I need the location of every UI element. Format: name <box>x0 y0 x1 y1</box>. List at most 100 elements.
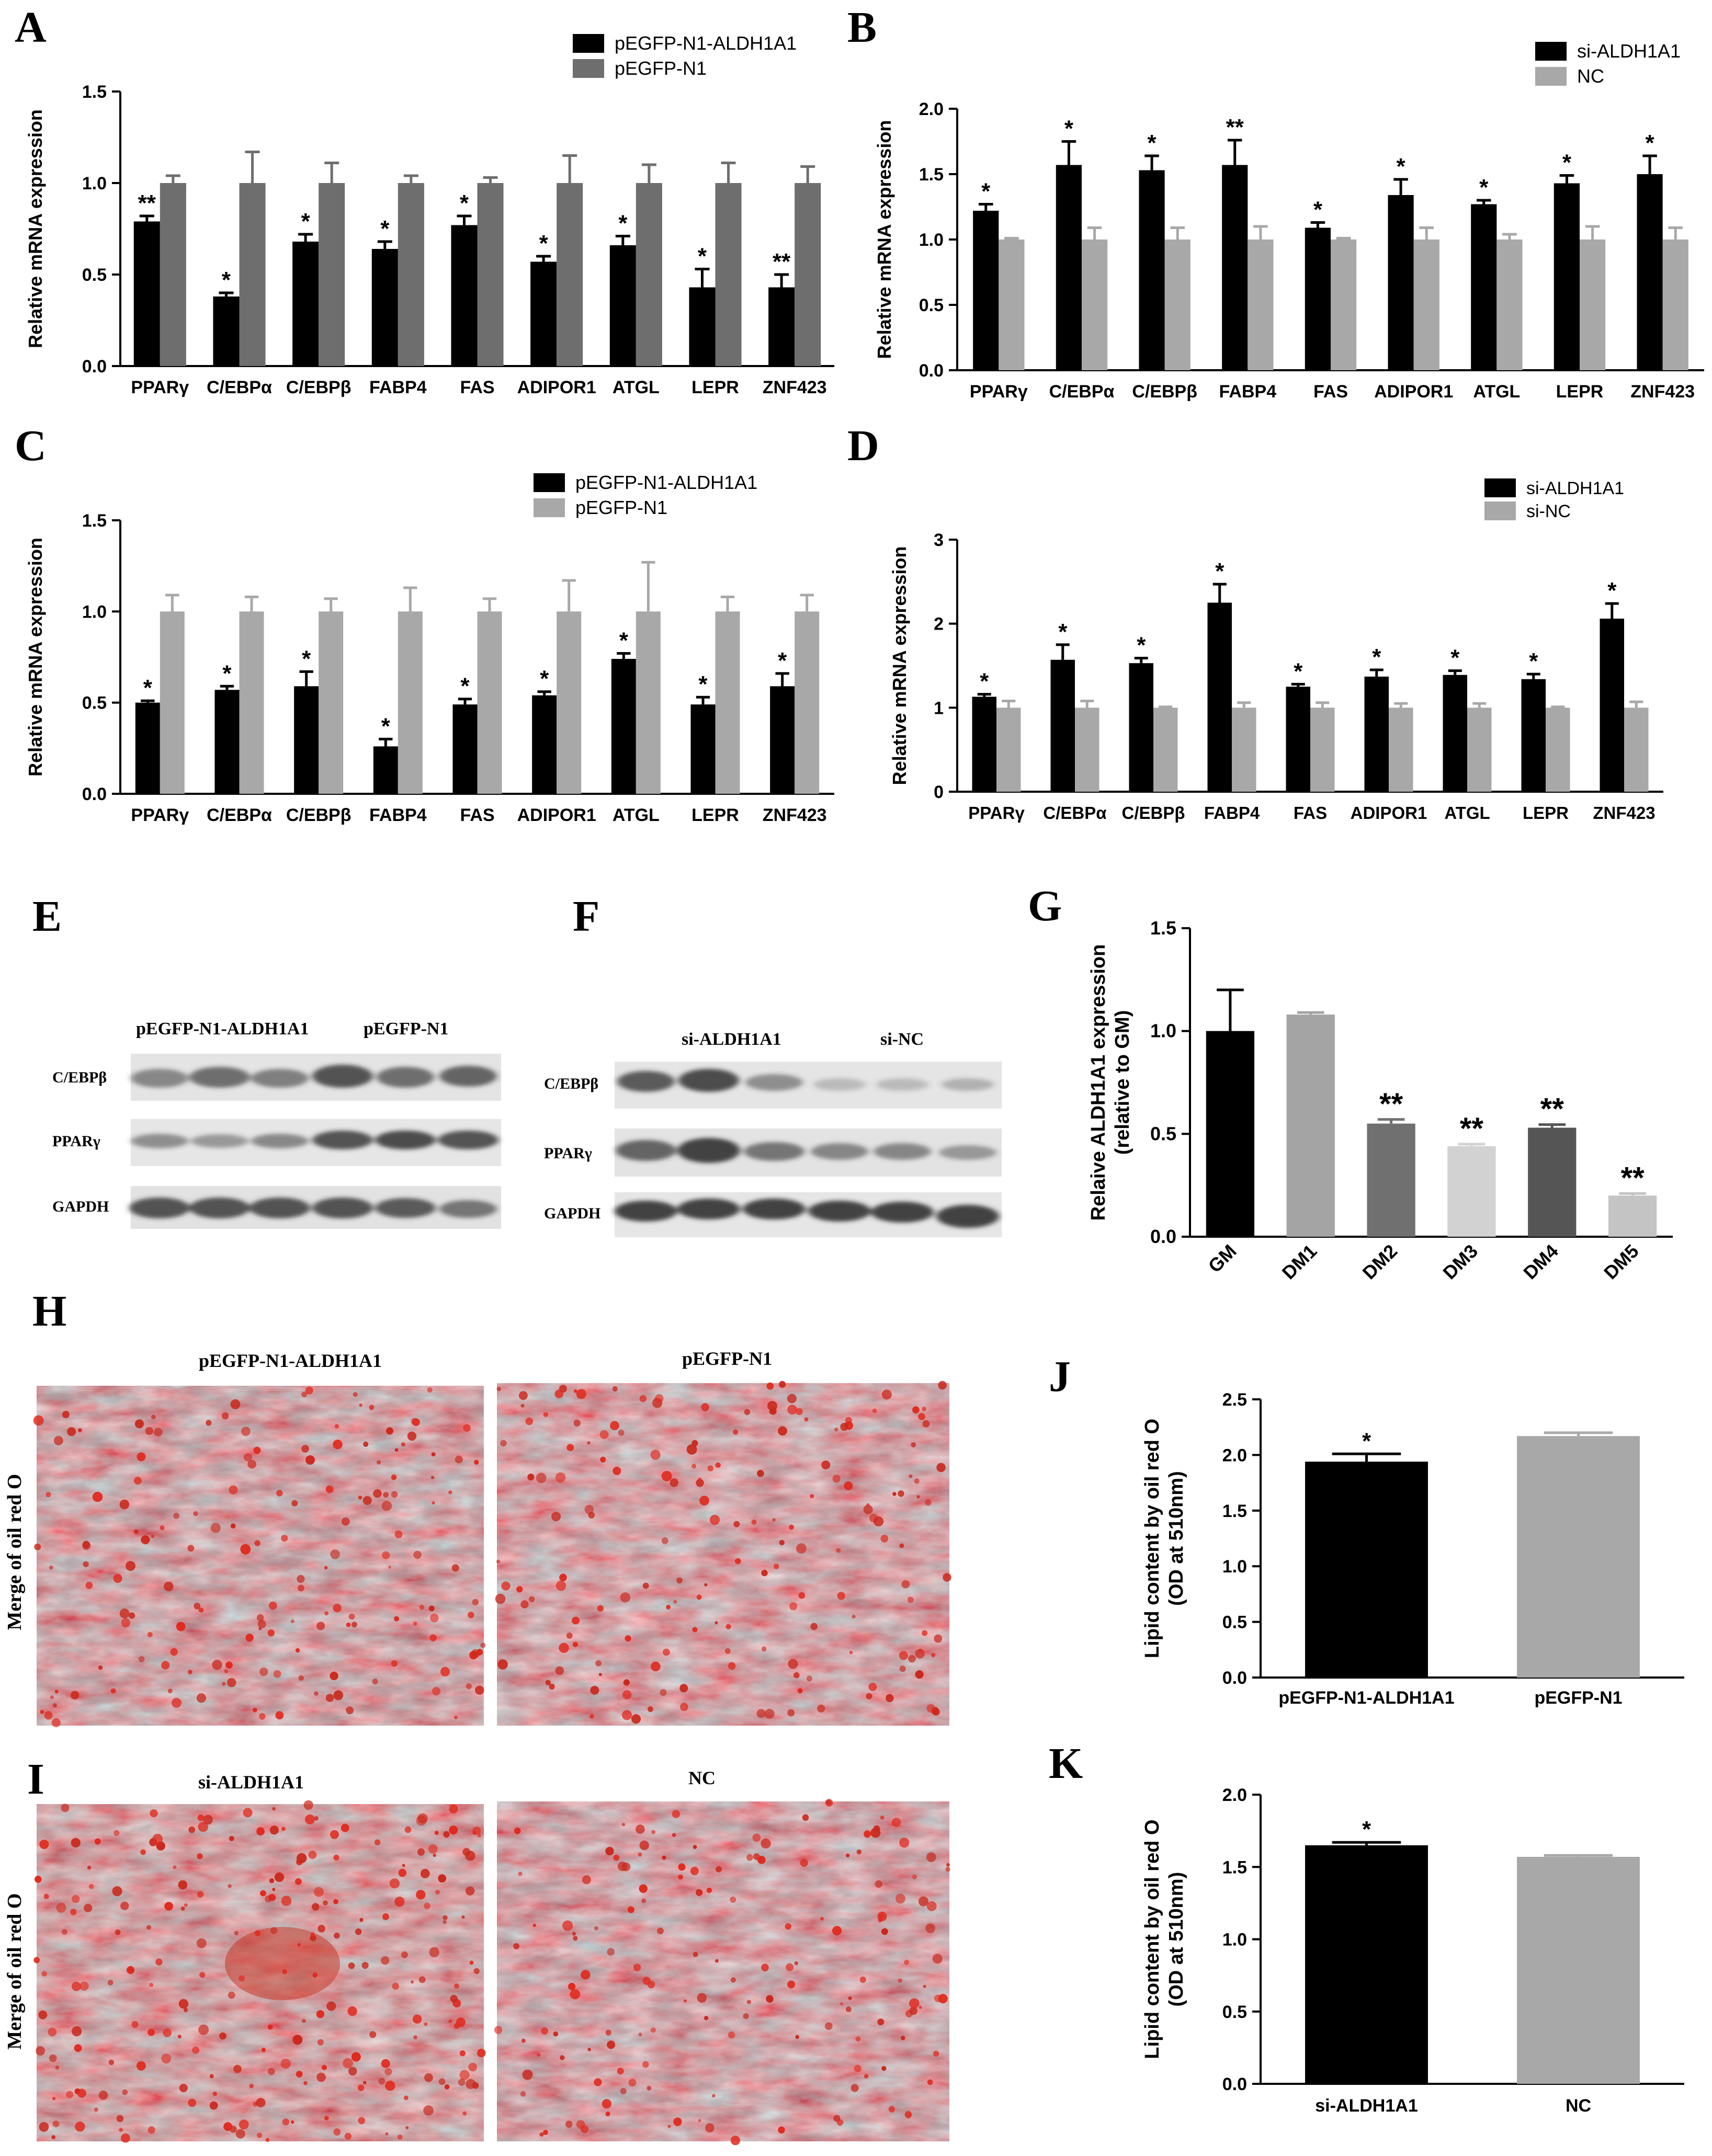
blot-row-label: PPARγ <box>52 1133 100 1150</box>
significance-mark: * <box>1529 648 1538 674</box>
panel-letter-A: A <box>15 3 47 52</box>
lipid-droplet <box>301 1391 308 1398</box>
lipid-droplet <box>197 1853 203 1860</box>
lipid-droplet <box>555 1666 564 1675</box>
significance-mark: * <box>1646 130 1655 156</box>
blot-band <box>743 1199 806 1219</box>
category-label: PPARγ <box>970 382 1028 402</box>
lipid-droplet <box>516 1586 523 1593</box>
blot-row-label: GAPDH <box>544 1205 600 1222</box>
chart-panel-G: 0.0 0.5 1.0 1.5 Relaive ALDH1A1 expression (r… <box>1087 917 1673 1283</box>
lipid-droplet <box>639 1840 649 1851</box>
lipid-droplet <box>598 1673 602 1676</box>
lipid-droplet <box>466 1886 475 1896</box>
lipid-droplet <box>363 1441 369 1447</box>
bar <box>609 245 636 366</box>
lipid-droplet <box>343 2058 353 2069</box>
legend-swatch <box>1484 478 1516 497</box>
legend-swatch <box>534 473 565 492</box>
lipid-droplet <box>594 1926 598 1931</box>
significance-mark: * <box>1397 154 1406 179</box>
lipid-droplet <box>170 1648 178 1656</box>
lipid-droplet <box>666 1604 671 1610</box>
category-label: PPARγ <box>131 378 189 397</box>
lipid-droplet <box>121 1618 130 1627</box>
lipid-droplet <box>173 1512 180 1519</box>
y-axis-label: (OD at 510nm) <box>1165 1471 1187 1606</box>
bar <box>1413 239 1439 370</box>
lipid-droplet <box>270 1927 278 1934</box>
lipid-droplet <box>704 2016 709 2021</box>
lipid-droplet <box>88 1884 94 1889</box>
blot-band <box>744 1142 804 1161</box>
lipid-droplet <box>787 1709 795 1717</box>
significance-mark: * <box>778 648 787 674</box>
lipid-droplet <box>532 1923 536 1927</box>
category-label: PPARγ <box>968 803 1025 823</box>
lipid-droplet <box>402 1864 405 1867</box>
lipid-droplet <box>451 1564 459 1572</box>
lipid-droplet <box>494 2026 503 2034</box>
category-label: FABP4 <box>1204 803 1260 823</box>
lipid-droplet <box>282 1969 287 1975</box>
lipid-droplet <box>673 1600 677 1604</box>
lipid-droplet <box>840 2002 844 2005</box>
lipid-droplet <box>243 1808 253 1818</box>
lipid-droplet <box>707 1465 713 1471</box>
lipid-droplet <box>856 1849 862 1855</box>
category-label: FABP4 <box>1219 382 1277 402</box>
lipid-droplet <box>392 1982 399 1990</box>
significance-mark: * <box>1064 116 1074 142</box>
bar <box>1305 1845 1428 2084</box>
lipid-droplet <box>566 1444 574 1452</box>
y-tick-label: 1.5 <box>82 82 107 102</box>
lipid-droplet <box>607 1948 615 1956</box>
lipid-droplet <box>730 2136 740 2146</box>
lipid-droplet <box>240 1544 251 1555</box>
lipid-droplet <box>41 1971 47 1977</box>
lipid-droplet <box>260 1890 266 1897</box>
lipid-droplet <box>576 1389 586 1399</box>
lipid-droplet <box>173 1865 177 1869</box>
lipid-droplet <box>297 1943 301 1947</box>
lipid-droplet <box>633 1964 641 1971</box>
blot-band <box>375 1131 436 1149</box>
blot-band <box>678 1069 739 1092</box>
blot-band <box>312 1065 373 1088</box>
lipid-droplet <box>520 2091 526 2097</box>
blot-band <box>251 1069 309 1088</box>
category-label: ADIPOR1 <box>517 805 596 825</box>
legend-swatch <box>573 59 604 78</box>
lipid-droplet <box>418 1976 426 1983</box>
bar <box>160 183 186 366</box>
y-tick-label: 1.0 <box>82 602 107 622</box>
lipid-droplet <box>273 1670 281 1678</box>
lipid-droplet <box>620 2087 627 2094</box>
lipid-droplet <box>848 1996 852 2000</box>
legend-label: pEGFP-N1 <box>575 497 667 518</box>
y-tick-label: 0.5 <box>919 295 944 315</box>
lipid-droplet <box>114 1830 120 1836</box>
lipid-droplet <box>641 1898 647 1903</box>
lipid-droplet <box>136 2061 146 2071</box>
lipid-droplet <box>290 1619 294 1624</box>
lipid-droplet <box>468 1612 474 1618</box>
lipid-droplet <box>715 1959 719 1963</box>
category-label: GM <box>1204 1240 1241 1277</box>
lipid-droplet <box>197 1814 205 1821</box>
legend-swatch <box>1535 67 1567 86</box>
lipid-droplet <box>779 1539 785 1546</box>
significance-mark: * <box>460 674 470 699</box>
lipid-droplet <box>61 1804 70 1812</box>
lipid-droplet <box>198 1607 204 1613</box>
lipid-droplet <box>311 1903 320 1911</box>
lipid-droplet <box>472 1831 477 1835</box>
lipid-droplet <box>772 1518 776 1522</box>
lipid-droplet <box>229 1835 234 1841</box>
bar <box>1075 708 1099 792</box>
lipid-droplet <box>377 1460 381 1465</box>
lipid-droplet <box>922 1407 926 1411</box>
lipid-droplet <box>382 1551 390 1559</box>
